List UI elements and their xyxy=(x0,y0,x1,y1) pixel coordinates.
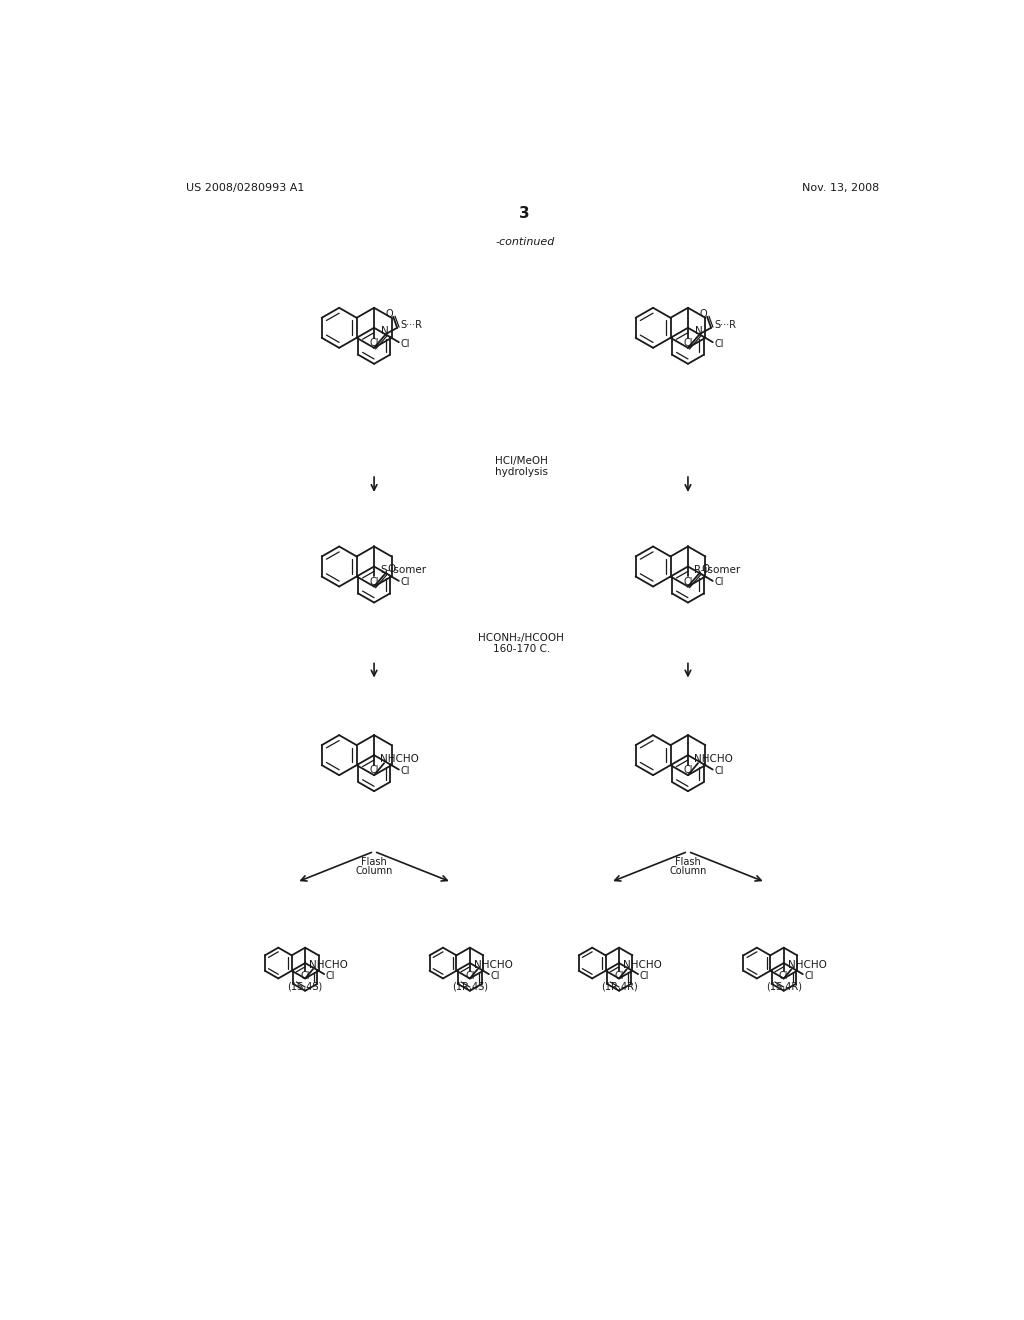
Text: Cl: Cl xyxy=(683,338,692,348)
Text: Cl: Cl xyxy=(683,766,692,775)
Text: hydrolysis: hydrolysis xyxy=(495,467,548,477)
Text: NHCHO: NHCHO xyxy=(474,961,513,970)
Text: Cl: Cl xyxy=(400,577,410,587)
Text: US 2008/0280993 A1: US 2008/0280993 A1 xyxy=(186,182,304,193)
Text: Cl: Cl xyxy=(779,972,788,981)
Text: R-isomer: R-isomer xyxy=(694,565,740,576)
Text: N: N xyxy=(381,326,388,337)
Text: 3: 3 xyxy=(519,206,530,222)
Text: Cl: Cl xyxy=(640,970,649,981)
Text: Cl: Cl xyxy=(370,766,379,775)
Text: O: O xyxy=(387,564,395,574)
Text: Cl: Cl xyxy=(714,766,724,776)
Text: Nov. 13, 2008: Nov. 13, 2008 xyxy=(802,182,880,193)
Text: Cl: Cl xyxy=(370,577,379,587)
Text: Cl: Cl xyxy=(490,970,500,981)
Text: -continued: -continued xyxy=(496,236,554,247)
Text: Cl: Cl xyxy=(400,339,410,348)
Text: Cl: Cl xyxy=(714,577,724,587)
Text: Column: Column xyxy=(670,866,707,876)
Text: (1S,4S): (1S,4S) xyxy=(288,981,323,991)
Text: NHCHO: NHCHO xyxy=(787,961,826,970)
Text: HCl/MeOH: HCl/MeOH xyxy=(495,455,548,466)
Text: Column: Column xyxy=(355,866,393,876)
Text: Cl: Cl xyxy=(326,970,335,981)
Text: N: N xyxy=(694,326,702,337)
Text: Cl: Cl xyxy=(683,577,692,587)
Text: Cl: Cl xyxy=(614,972,624,981)
Text: O: O xyxy=(701,564,710,574)
Text: Cl: Cl xyxy=(714,339,724,348)
Text: (1S,4R): (1S,4R) xyxy=(766,981,802,991)
Text: Cl: Cl xyxy=(400,766,410,776)
Text: Cl: Cl xyxy=(465,972,474,981)
Text: Cl: Cl xyxy=(370,338,379,348)
Text: S···R: S···R xyxy=(714,319,736,330)
Text: O: O xyxy=(699,309,707,318)
Text: Cl: Cl xyxy=(300,972,310,981)
Text: Cl: Cl xyxy=(804,970,814,981)
Text: S···R: S···R xyxy=(400,319,422,330)
Text: (1R,4R): (1R,4R) xyxy=(601,981,637,991)
Text: NHCHO: NHCHO xyxy=(309,961,348,970)
Text: (1R,4S): (1R,4S) xyxy=(452,981,487,991)
Text: O: O xyxy=(385,309,393,318)
Text: NHCHO: NHCHO xyxy=(380,754,419,764)
Text: HCONH₂/HCOOH: HCONH₂/HCOOH xyxy=(478,634,564,643)
Text: NHCHO: NHCHO xyxy=(694,754,733,764)
Text: Flash: Flash xyxy=(361,857,387,867)
Text: S-isomer: S-isomer xyxy=(380,565,426,576)
Text: NHCHO: NHCHO xyxy=(623,961,662,970)
Text: Flash: Flash xyxy=(675,857,700,867)
Text: 160-170 C.: 160-170 C. xyxy=(493,644,550,653)
